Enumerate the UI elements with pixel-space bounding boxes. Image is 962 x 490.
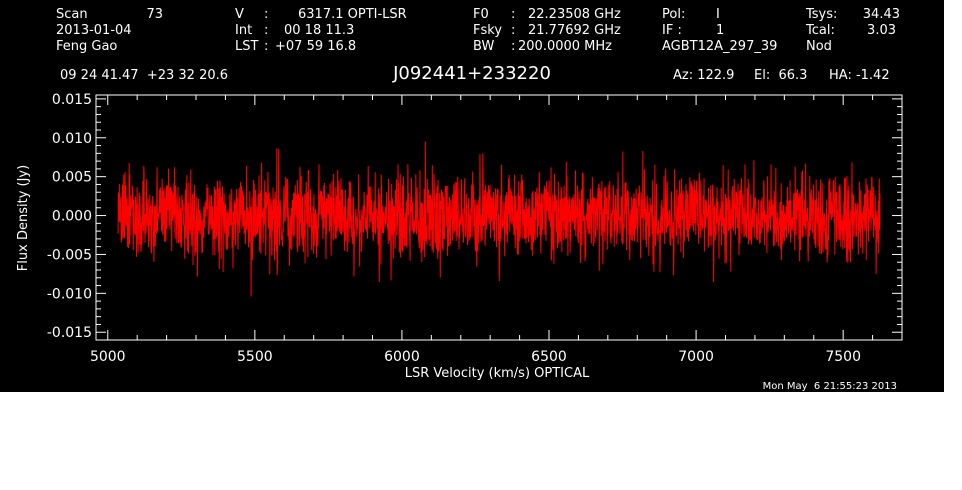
source-name: J092441+233220: [392, 63, 551, 84]
x-tick-label: 7000: [678, 349, 714, 365]
x-tick-label: 6000: [384, 349, 420, 365]
y-tick-label: -0.005: [47, 247, 92, 263]
tsys-value: 34.43: [863, 7, 900, 22]
x-tick-labels: 5000 5500 6000 6500 7000 7500: [90, 349, 861, 365]
ra-dec: 09 24 41.47 +23 32 20.6: [60, 68, 228, 83]
x-tick-label: 5500: [237, 349, 273, 365]
tsys-label: Tsys:: [805, 7, 837, 22]
x-tick-label: 5000: [90, 349, 126, 365]
spectrum-series: [117, 141, 881, 297]
int-colon: :: [264, 23, 268, 38]
if-value: 1: [716, 23, 724, 38]
int-label: Int: [235, 23, 252, 38]
bw-value: 200.0000 MHz: [518, 39, 612, 54]
elevation: El: 66.3: [754, 68, 807, 83]
x-axis-title: LSR Velocity (km/s) OPTICAL: [405, 366, 590, 381]
project-id: AGBT12A_297_39: [662, 39, 777, 54]
v-colon: :: [264, 7, 268, 22]
y-tick-label: 0.005: [52, 170, 92, 186]
y-axis-title: Flux Density (Jy): [16, 165, 31, 271]
f0-value: 22.23508 GHz: [528, 7, 621, 22]
pol-value: I: [716, 7, 720, 22]
v-label: V: [235, 7, 244, 22]
fsky-colon: :: [511, 23, 515, 38]
int-value: 00 18 11.3: [284, 23, 354, 38]
x-tick-label: 7500: [825, 349, 861, 365]
plot-window: Scan 73 V : 6317.1 OPTI-LSR F0 : 22.2350…: [0, 0, 944, 392]
lst-value: +07 59 16.8: [275, 39, 356, 54]
y-tick-label: 0.015: [52, 92, 92, 108]
spectrum-plot: Scan 73 V : 6317.1 OPTI-LSR F0 : 22.2350…: [16, 7, 903, 392]
pol-label: Pol:: [662, 7, 685, 22]
y-tick-label: 0.010: [52, 131, 92, 147]
x-tick-label: 6500: [531, 349, 567, 365]
hour-angle: HA: -1.42: [829, 68, 890, 83]
y-tick-label: -0.010: [47, 286, 92, 302]
lst-label: LST: [235, 39, 258, 54]
observer-name: Feng Gao: [56, 39, 117, 54]
tcal-value: 3.03: [867, 23, 896, 38]
f0-label: F0: [473, 7, 489, 22]
f0-colon: :: [511, 7, 515, 22]
y-tick-label: -0.015: [47, 325, 92, 341]
bw-colon: :: [511, 39, 515, 54]
y-tick-label: 0.000: [52, 209, 92, 225]
azimuth: Az: 122.9: [673, 68, 734, 83]
bw-label: BW: [473, 39, 494, 54]
fsky-label: Fsky: [473, 23, 502, 38]
observation-date: 2013-01-04: [56, 23, 132, 38]
plot-timestamp: Mon May 6 21:55:23 2013: [763, 381, 897, 392]
y-tick-labels: -0.015 -0.010 -0.005 0.000 0.005 0.010 0.015: [47, 92, 92, 341]
fsky-value: 21.77692 GHz: [528, 23, 621, 38]
scan-number: 73: [146, 7, 163, 22]
scan-label: Scan: [56, 7, 88, 22]
axis-ticks: [96, 95, 903, 340]
plot-frame: [95, 94, 903, 341]
v-value: 6317.1 OPTI-LSR: [298, 7, 407, 22]
if-label: IF :: [662, 23, 682, 38]
lst-colon: :: [264, 39, 268, 54]
tcal-label: Tcal:: [805, 23, 835, 38]
mode: Nod: [806, 39, 832, 54]
spectrum-line: [117, 141, 881, 297]
